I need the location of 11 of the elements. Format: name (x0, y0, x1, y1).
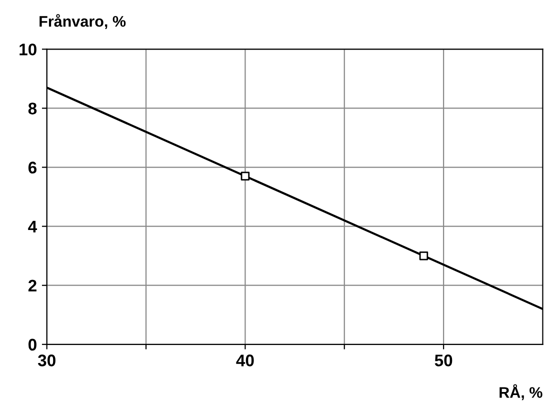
y-tick-label: 0 (28, 338, 36, 351)
y-tick-label: 4 (28, 220, 38, 232)
x-axis-title: RÅ, % (500, 384, 542, 400)
x-tick-label: 30 (38, 354, 56, 366)
y-tick-label: 6 (28, 162, 37, 174)
y-axis-title: Frånvaro, % (40, 14, 126, 30)
y-tick-label: 2 (28, 280, 36, 292)
x-tick-label: 50 (434, 354, 452, 366)
y-tick-label: 10 (20, 44, 36, 56)
x-tick-label: 40 (236, 354, 254, 366)
y-tick-label: 8 (28, 102, 37, 114)
